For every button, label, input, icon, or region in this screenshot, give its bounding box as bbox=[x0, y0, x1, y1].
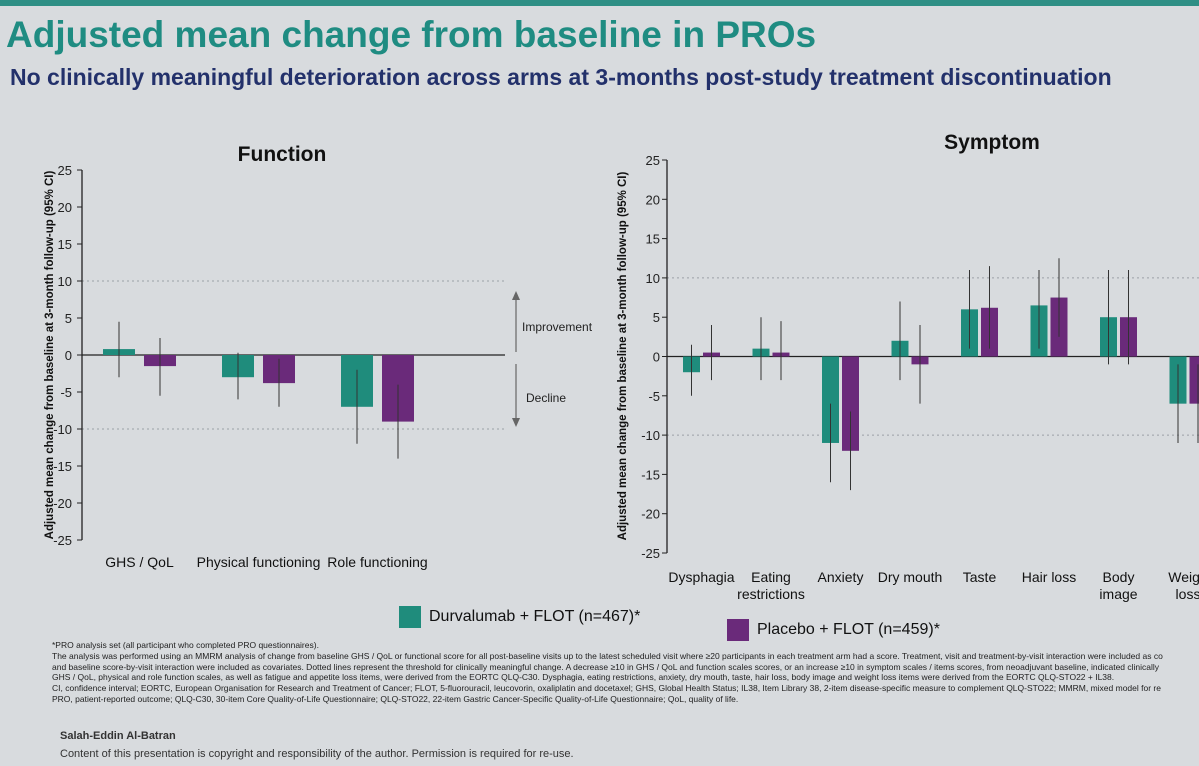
symptom-chart-ylabel: Adjusted mean change from baseline at 3-… bbox=[617, 171, 629, 540]
symptom-y-tick-label: -20 bbox=[641, 507, 660, 522]
slide-subtitle: No clinically meaningful deterioration a… bbox=[10, 64, 1112, 90]
symptom-y-tick-label: 20 bbox=[646, 192, 660, 207]
legend-placebo: Placebo + FLOT (n=459)* bbox=[727, 619, 940, 641]
legend-label-durvalumab: Durvalumab + FLOT (n=467)* bbox=[429, 608, 641, 625]
decline-arrow-head bbox=[512, 418, 520, 427]
symptom-y-tick-label: 25 bbox=[646, 153, 660, 168]
symptom-category-label-line: Dry mouth bbox=[878, 569, 943, 585]
function-y-tick-label: -10 bbox=[53, 422, 72, 437]
symptom-category-label-line: Anxiety bbox=[818, 569, 864, 585]
symptom-category-label-line: Taste bbox=[963, 569, 997, 585]
symptom-chart-title: Symptom bbox=[944, 131, 1040, 154]
symptom-category-label: Weighloss bbox=[1168, 569, 1199, 602]
function-category-label-line: Role functioning bbox=[327, 554, 427, 570]
function-y-tick-label: -25 bbox=[53, 533, 72, 548]
symptom-category-label-line: Body bbox=[1103, 569, 1135, 585]
function-category-label-line: Physical functioning bbox=[197, 554, 321, 570]
symptom-y-tick-label: 10 bbox=[646, 271, 660, 286]
symptom-category-label: Hair loss bbox=[1022, 569, 1076, 585]
symptom-category-label: Anxiety bbox=[818, 569, 864, 585]
function-y-tick-label: 5 bbox=[65, 311, 72, 326]
function-y-tick-label: 15 bbox=[58, 237, 72, 252]
charts-canvas: Function Adjusted mean change from basel… bbox=[44, 131, 1199, 602]
symptom-category-label-line: Weigh bbox=[1168, 569, 1199, 585]
function-y-tick-label: -20 bbox=[53, 496, 72, 511]
legend-durvalumab: Durvalumab + FLOT (n=467)* bbox=[399, 606, 640, 628]
author-name: Salah-Eddin Al-Batran bbox=[60, 730, 176, 742]
footnote-line: and baseline score-by-visit interaction … bbox=[52, 661, 1160, 672]
symptom-y-tick-label: 15 bbox=[646, 232, 660, 247]
symptom-category-label-line: image bbox=[1099, 586, 1137, 602]
function-chart-ylabel: Adjusted mean change from baseline at 3-… bbox=[44, 170, 56, 539]
function-category-label: GHS / QoL bbox=[105, 554, 174, 570]
symptom-category-label: Eating restrictions bbox=[737, 569, 805, 602]
symptom-y-tick-label: -10 bbox=[641, 428, 660, 443]
symptom-category-label-line: Eating bbox=[751, 569, 791, 585]
slide-title: Adjusted mean change from baseline in PR… bbox=[6, 14, 817, 55]
improvement-arrow-head bbox=[512, 291, 520, 300]
function-y-tick-label: 0 bbox=[65, 348, 72, 363]
top-accent-bar bbox=[0, 0, 1199, 6]
symptom-y-tick-label: 5 bbox=[653, 310, 660, 325]
legend-swatch-placebo bbox=[727, 619, 749, 641]
symptom-category-label-line: Dysphagia bbox=[668, 569, 734, 585]
function-category-label: Role functioning bbox=[327, 554, 427, 570]
symptom-category-label: Taste bbox=[963, 569, 997, 585]
function-y-tick-label: 20 bbox=[58, 200, 72, 215]
function-chart-title: Function bbox=[238, 143, 327, 166]
symptom-bar-placebo bbox=[1189, 356, 1199, 404]
copyright-notice: Content of this presentation is copyrigh… bbox=[60, 748, 574, 760]
footnote-line: PRO, patient-reported outcome; QLQ-C30, … bbox=[52, 693, 739, 704]
symptom-y-tick-label: -25 bbox=[641, 546, 660, 561]
symptom-category-label-line: restrictions bbox=[737, 586, 805, 602]
function-y-tick-label: -15 bbox=[53, 459, 72, 474]
symptom-category-label: Dry mouth bbox=[878, 569, 943, 585]
footnote-line: The analysis was performed using an MMRM… bbox=[52, 650, 1163, 661]
symptom-bar-durvalumab bbox=[822, 356, 839, 443]
symptom-bar-placebo bbox=[842, 356, 859, 451]
symptom-category-label: Dysphagia bbox=[668, 569, 734, 585]
improvement-label: Improvement bbox=[522, 320, 593, 334]
symptom-category-label-line: Hair loss bbox=[1022, 569, 1076, 585]
function-category-label-line: GHS / QoL bbox=[105, 554, 174, 570]
decline-label: Decline bbox=[526, 391, 566, 405]
function-y-tick-label: 10 bbox=[58, 274, 72, 289]
footnotes: *PRO analysis set (all participant who c… bbox=[52, 640, 1192, 705]
symptom-category-label-line: loss bbox=[1176, 586, 1199, 602]
function-y-tick-label: 25 bbox=[58, 163, 72, 178]
symptom-y-tick-label: -5 bbox=[648, 389, 660, 404]
function-category-label: Physical functioning bbox=[197, 554, 321, 570]
symptom-y-tick-label: 0 bbox=[653, 350, 660, 365]
footnote-line: *PRO analysis set (all participant who c… bbox=[52, 640, 319, 650]
footnote-line: GHS / QoL, physical and role function sc… bbox=[52, 672, 1115, 683]
symptom-y-tick-label: -15 bbox=[641, 467, 660, 482]
footnote-line: CI, confidence interval; EORTC, European… bbox=[52, 683, 1161, 694]
legend-label-placebo: Placebo + FLOT (n=459)* bbox=[757, 621, 940, 638]
legend-swatch-durvalumab bbox=[399, 606, 421, 628]
symptom-category-label: Body image bbox=[1099, 569, 1137, 602]
function-y-tick-label: -5 bbox=[60, 385, 72, 400]
